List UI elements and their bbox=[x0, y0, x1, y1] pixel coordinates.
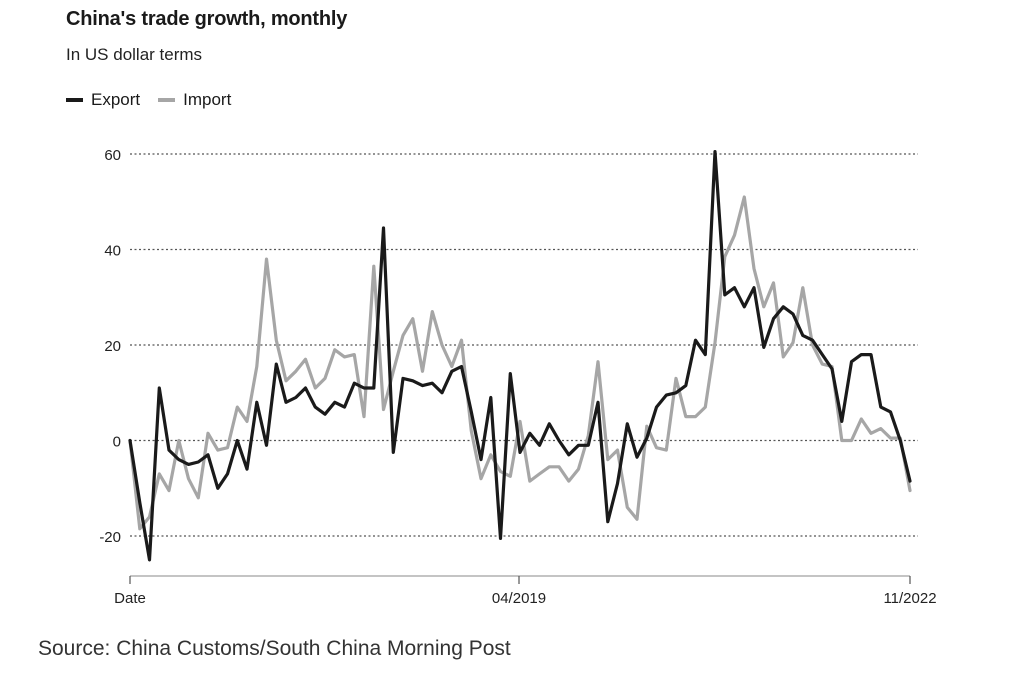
y-tick-label: 20 bbox=[104, 338, 121, 355]
legend-label-export: Export bbox=[91, 90, 141, 109]
source-note: Source: China Customs/South China Mornin… bbox=[38, 637, 511, 660]
x-axis: Date 04/2019 11/2022 bbox=[114, 575, 937, 607]
y-tick-label: 0 bbox=[113, 434, 121, 451]
gridlines bbox=[130, 153, 918, 537]
legend-label-import: Import bbox=[183, 90, 232, 109]
x-tick-label: Date bbox=[114, 590, 146, 607]
legend-swatch-export bbox=[66, 98, 83, 102]
y-axis-ticks: -20 0 20 40 60 bbox=[99, 147, 121, 546]
chart-subtitle: In US dollar terms bbox=[66, 45, 203, 64]
legend: Export Import bbox=[66, 90, 249, 110]
series-lines bbox=[128, 150, 912, 562]
legend-item-import: Import bbox=[158, 90, 231, 110]
y-tick-label: 60 bbox=[104, 147, 121, 164]
legend-swatch-import bbox=[158, 98, 176, 102]
x-tick-label: 11/2022 bbox=[883, 590, 936, 607]
y-tick-label: -20 bbox=[99, 529, 121, 546]
series-line-export bbox=[128, 150, 912, 562]
y-tick-label: 40 bbox=[104, 243, 121, 260]
x-tick-label: 04/2019 bbox=[492, 590, 546, 607]
chart-title: China's trade growth, monthly bbox=[66, 8, 348, 30]
series-line-import bbox=[128, 195, 912, 531]
line-chart: -20 0 20 40 60 Date 04/2019 11/2022 bbox=[99, 147, 937, 607]
legend-item-export: Export bbox=[66, 90, 140, 110]
